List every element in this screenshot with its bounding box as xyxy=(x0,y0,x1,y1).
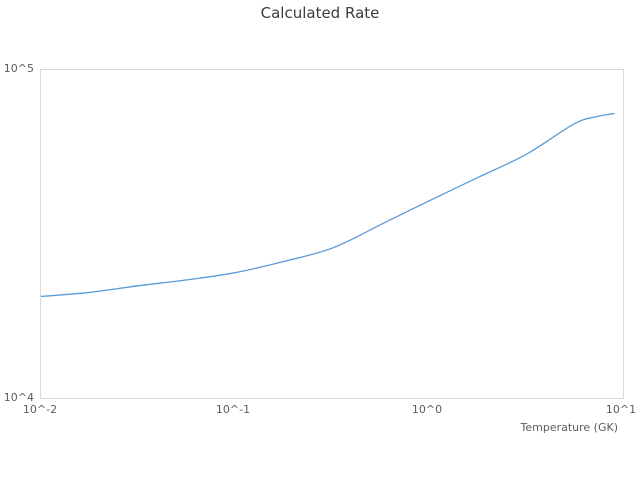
x-tick-label-1e-2: 10^-2 xyxy=(22,403,58,416)
x-axis-label: Temperature (GK) xyxy=(520,421,619,434)
plot-area xyxy=(40,69,624,399)
x-tick-label-1e1: 10^1 xyxy=(605,403,637,416)
y-tick-label-1e5: 10^5 xyxy=(3,62,34,75)
x-tick-label-1e-1: 10^-1 xyxy=(215,403,251,416)
x-tick-label-1e0: 10^0 xyxy=(411,403,443,416)
calculated-rate-line xyxy=(41,112,615,298)
rate-line-series xyxy=(41,112,615,298)
chart-title: Calculated Rate xyxy=(260,4,380,22)
y-tick-label-1e4: 10^4 xyxy=(3,391,34,404)
